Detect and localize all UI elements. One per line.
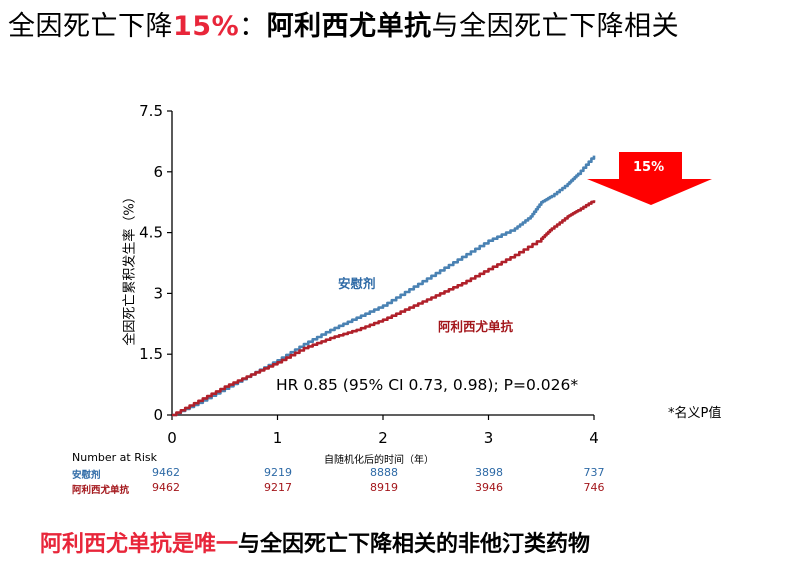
- y-tick-label: 4.5: [139, 224, 163, 242]
- x-tick-label: 3: [484, 429, 494, 447]
- risk-alirocumab-y2: 8919: [370, 481, 398, 494]
- conclusion-text: 阿利西尤单抗是唯一与全因死亡下降相关的非他汀类药物: [40, 526, 590, 558]
- risk-table-title: Number at Risk: [72, 451, 158, 464]
- footnote: *名义P值: [668, 406, 722, 421]
- chart-series: [172, 155, 596, 417]
- title-part-1: 全因死亡下降: [8, 11, 173, 42]
- series-label-placebo: 安慰剂: [338, 276, 376, 291]
- x-axis-label: 自随机化后的时间（年）: [324, 455, 434, 466]
- title-part-5: 与全因死亡下降相关: [431, 11, 680, 42]
- risk-alirocumab-y1: 9217: [264, 481, 292, 494]
- conclusion-part-1: 阿利西尤单抗是唯一: [40, 532, 239, 557]
- hazard-ratio-annotation: HR 0.85 (95% CI 0.73, 0.98); P=0.026*: [276, 376, 579, 394]
- chart-axes: 0 1.5 3 4.5 6 7.5 0 1 2 3 4: [139, 102, 599, 447]
- title-percent: 15%: [173, 11, 240, 42]
- risk-row-name-alirocumab: 阿利西尤单抗: [72, 485, 130, 496]
- y-tick-label: 6: [153, 163, 163, 181]
- y-axis-label: 全因死亡累积发生率（%）: [122, 190, 138, 346]
- x-tick-label: 4: [589, 429, 599, 447]
- risk-alirocumab-y3: 3946: [475, 481, 503, 494]
- risk-placebo-y2: 8888: [370, 466, 398, 479]
- title-drug: 阿利西尤单抗: [266, 11, 432, 42]
- page-title: 全因死亡下降15%：阿利西尤单抗与全因死亡下降相关: [8, 4, 679, 43]
- risk-placebo-y0: 9462: [152, 466, 180, 479]
- down-arrow-icon: [587, 152, 712, 205]
- arrow-label: 15%: [633, 160, 665, 175]
- title-colon: ：: [239, 11, 267, 42]
- y-tick-label: 0: [153, 406, 163, 424]
- risk-placebo-y4: 737: [583, 466, 605, 479]
- risk-alirocumab-y4: 746: [583, 481, 605, 494]
- y-tick-label: 1.5: [139, 345, 163, 363]
- risk-placebo-y3: 3898: [475, 466, 503, 479]
- conclusion-part-2: 与全因死亡下降相关的非他汀类药物: [238, 532, 591, 557]
- y-tick-label: 3: [153, 284, 163, 302]
- reduction-arrow: [587, 152, 712, 205]
- risk-alirocumab-y0: 9462: [152, 481, 180, 494]
- risk-row-name-placebo: 安慰剂: [72, 470, 101, 481]
- risk-placebo-y1: 9219: [264, 466, 292, 479]
- series-label-alirocumab: 阿利西尤单抗: [438, 319, 514, 334]
- series-line-alirocumab: [172, 200, 596, 417]
- x-tick-label: 0: [167, 429, 177, 447]
- y-tick-label: 7.5: [139, 102, 163, 120]
- x-tick-label: 2: [378, 429, 388, 447]
- x-tick-label: 1: [273, 429, 283, 447]
